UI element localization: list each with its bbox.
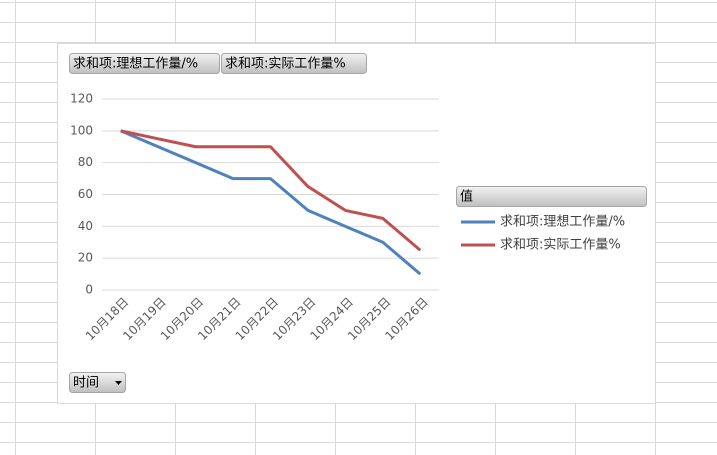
- legend-label: 求和项:理想工作量/%: [500, 214, 625, 230]
- legend-title-button[interactable]: 值: [456, 186, 647, 207]
- field-button-label: 求和项:实际工作量%: [225, 57, 346, 72]
- dropdown-arrow: [115, 381, 122, 385]
- axis-field-button[interactable]: 时间: [69, 372, 126, 393]
- field-button[interactable]: 求和项:理想工作量/%: [69, 53, 220, 74]
- y-tick-label: 20: [78, 251, 93, 265]
- axis-field-label: 时间: [73, 376, 99, 391]
- field-button[interactable]: 求和项:实际工作量%: [221, 53, 367, 74]
- legend-label: 求和项:实际工作量%: [500, 238, 621, 253]
- field-button-label: 求和项:理想工作量/%: [73, 56, 198, 72]
- y-tick-label: 40: [78, 219, 93, 233]
- y-tick-label: 60: [78, 187, 93, 201]
- series-line: [120, 129, 422, 252]
- chart-area: [57, 43, 656, 404]
- y-tick-label: 80: [78, 155, 93, 169]
- legend-title: 值: [460, 189, 473, 205]
- y-tick-label: 120: [70, 92, 93, 106]
- y-tick-label: 0: [85, 283, 93, 297]
- series-line: [120, 129, 422, 276]
- y-tick-label: 100: [70, 123, 93, 137]
